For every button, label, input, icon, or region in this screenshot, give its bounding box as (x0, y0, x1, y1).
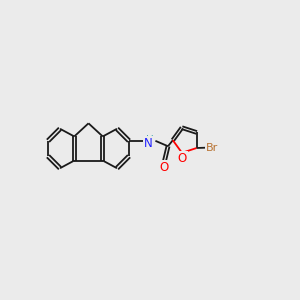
Text: O: O (160, 161, 169, 174)
Text: O: O (178, 152, 187, 165)
Text: H: H (146, 135, 153, 145)
Text: Br: Br (206, 143, 218, 153)
Text: N: N (143, 137, 152, 150)
